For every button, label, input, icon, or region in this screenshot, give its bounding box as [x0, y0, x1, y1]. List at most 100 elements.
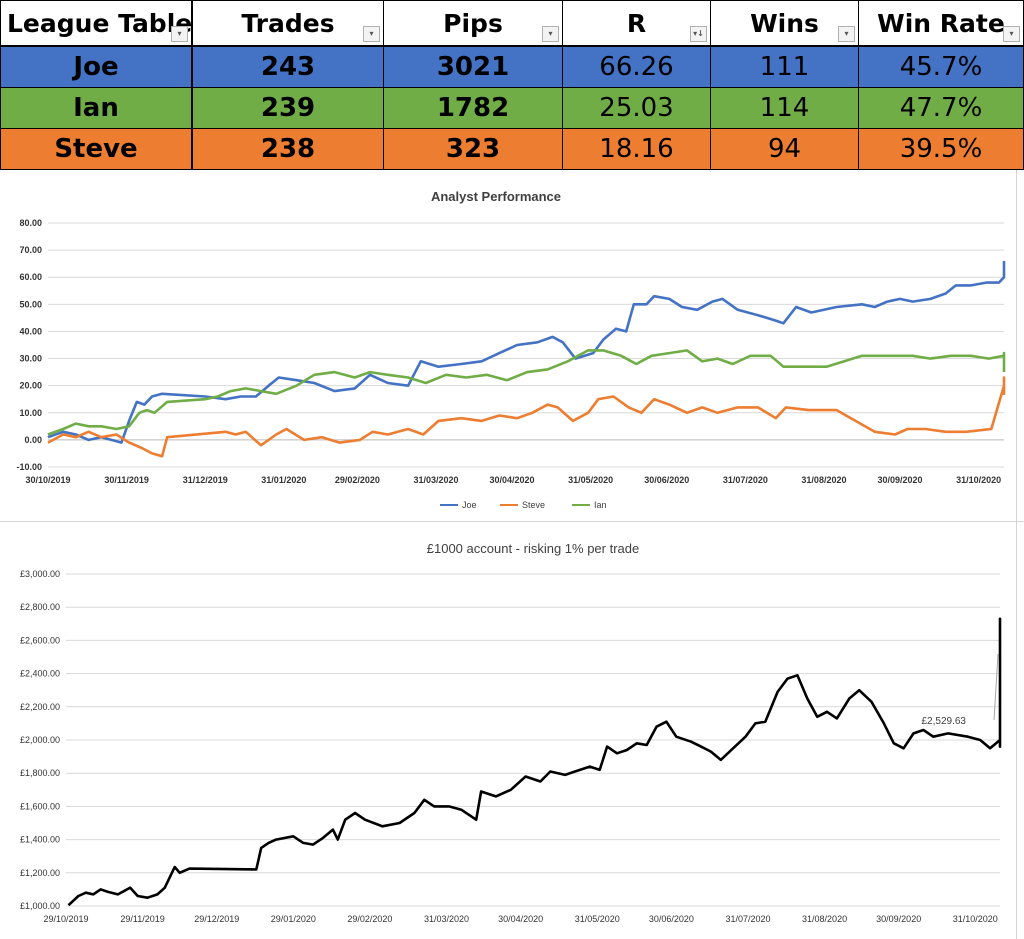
- y-tick-label: 10.00: [19, 408, 42, 418]
- x-tick-label: 31/05/2020: [575, 914, 620, 924]
- y-tick-label: £2,400.00: [20, 669, 60, 679]
- cell-name[interactable]: Steve: [0, 128, 193, 170]
- x-tick-label: 30/09/2020: [878, 475, 923, 485]
- y-tick-label: £1,200.00: [20, 868, 60, 878]
- y-tick-label: £1,800.00: [20, 768, 60, 778]
- cell-name[interactable]: Ian: [0, 87, 193, 129]
- filter-dropdown-icon[interactable]: ▾: [363, 26, 380, 42]
- cell-trades[interactable]: 238: [191, 128, 384, 170]
- x-tick-label: 31/01/2020: [261, 475, 306, 485]
- y-tick-label: £2,600.00: [20, 635, 60, 645]
- league-table-header: League Table ▾ Trades ▾ Pips ▾ R ▾↓ Wins ▾ Wi…: [0, 0, 1024, 47]
- x-tick-label: 29/01/2020: [271, 914, 316, 924]
- series-line-joe: [47, 261, 1006, 444]
- x-tick-label: 31/07/2020: [723, 475, 768, 485]
- table-row-joe: Joe 243 3021 66.26 111 45.7%: [0, 45, 1024, 88]
- cell-win-rate[interactable]: 47.7%: [858, 87, 1024, 129]
- cell-pips[interactable]: 1782: [383, 87, 563, 129]
- y-tick-label: £2,200.00: [20, 702, 60, 712]
- y-tick-label: £3,000.00: [20, 569, 60, 579]
- cell-r[interactable]: 18.16: [562, 128, 711, 170]
- cell-r[interactable]: 25.03: [562, 87, 711, 129]
- x-tick-label: 29/10/2019: [43, 914, 88, 924]
- x-tick-label: 31/03/2020: [413, 475, 458, 485]
- cell-wins[interactable]: 114: [710, 87, 859, 129]
- cell-trades[interactable]: 243: [191, 45, 384, 88]
- account-balance-chart[interactable]: £1000 account - risking 1% per trade £1,0…: [0, 528, 1016, 939]
- data-label: £2,529.63: [922, 716, 967, 727]
- x-tick-label: 30/06/2020: [649, 914, 694, 924]
- y-tick-label: 40.00: [19, 326, 42, 336]
- x-tick-label: 31/03/2020: [424, 914, 469, 924]
- y-tick-label: 70.00: [19, 245, 42, 255]
- analyst-performance-chart[interactable]: Analyst Performance -10.00 0.00 10.00 20.00 3…: [0, 173, 1016, 518]
- legend-label: Joe: [462, 500, 477, 510]
- x-tick-label: 31/12/2019: [183, 475, 228, 485]
- sort-filter-icon[interactable]: ▾↓: [690, 26, 707, 42]
- table-row-steve: Steve 238 323 18.16 94 39.5%: [0, 128, 1024, 170]
- cell-pips[interactable]: 323: [383, 128, 563, 170]
- x-tick-label: 31/10/2020: [953, 914, 998, 924]
- y-tick-label: 0.00: [24, 435, 42, 445]
- header-label: Wins: [750, 8, 819, 38]
- x-tick-label: 30/11/2019: [104, 475, 149, 485]
- x-tick-label: 31/10/2020: [956, 475, 1001, 485]
- header-trades[interactable]: Trades ▾: [191, 0, 384, 47]
- header-label: Pips: [443, 8, 503, 38]
- header-r[interactable]: R ▾↓: [562, 0, 711, 47]
- series-line-steve: [47, 376, 1006, 458]
- cell-r[interactable]: 66.26: [562, 45, 711, 88]
- x-tick-label: 29/02/2020: [335, 475, 380, 485]
- cell-win-rate[interactable]: 45.7%: [858, 45, 1024, 88]
- header-label: League Table: [7, 8, 192, 38]
- x-tick-label: 30/09/2020: [876, 914, 921, 924]
- x-tick-label: 30/06/2020: [644, 475, 689, 485]
- header-label: Win Rate: [877, 8, 1005, 38]
- cell-wins[interactable]: 94: [710, 128, 859, 170]
- sheet-divider: [1016, 170, 1017, 939]
- header-pips[interactable]: Pips ▾: [383, 0, 563, 47]
- x-tick-label: 30/10/2019: [25, 475, 70, 485]
- series-line-account: [67, 617, 1002, 907]
- x-tick-label: 31/08/2020: [802, 914, 847, 924]
- series-line-ian: [47, 349, 1006, 436]
- chart-title: Analyst Performance: [431, 189, 561, 204]
- chart-title: £1000 account - risking 1% per trade: [427, 541, 639, 556]
- cell-trades[interactable]: 239: [191, 87, 384, 129]
- cell-win-rate[interactable]: 39.5%: [858, 128, 1024, 170]
- header-league-table[interactable]: League Table ▾: [0, 0, 193, 47]
- legend-label: Ian: [594, 500, 607, 510]
- y-tick-label: £2,800.00: [20, 602, 60, 612]
- filter-dropdown-icon[interactable]: ▾: [542, 26, 559, 42]
- x-tick-label: 30/04/2020: [490, 475, 535, 485]
- sheet-divider: [0, 521, 1024, 522]
- data-label-leader: [993, 653, 999, 721]
- x-tick-label: 30/04/2020: [498, 914, 543, 924]
- x-tick-label: 31/08/2020: [801, 475, 846, 485]
- header-win-rate[interactable]: Win Rate ▾: [858, 0, 1024, 47]
- table-row-ian: Ian 239 1782 25.03 114 47.7%: [0, 87, 1024, 129]
- y-tick-label: £1,000.00: [20, 901, 60, 911]
- y-tick-label: 50.00: [19, 299, 42, 309]
- y-tick-label: 60.00: [19, 272, 42, 282]
- x-tick-label: 29/12/2019: [194, 914, 239, 924]
- header-wins[interactable]: Wins ▾: [710, 0, 859, 47]
- cell-name[interactable]: Joe: [0, 45, 193, 88]
- y-tick-label: -10.00: [16, 462, 42, 472]
- legend-label: Steve: [522, 500, 545, 510]
- y-tick-label: 80.00: [19, 218, 42, 228]
- filter-dropdown-icon[interactable]: ▾: [1003, 26, 1020, 42]
- league-table: League Table ▾ Trades ▾ Pips ▾ R ▾↓ Wins ▾ Wi…: [0, 0, 1024, 170]
- y-tick-label: 30.00: [19, 354, 42, 364]
- y-tick-label: £1,400.00: [20, 835, 60, 845]
- cell-pips[interactable]: 3021: [383, 45, 563, 88]
- filter-dropdown-icon[interactable]: ▾: [838, 26, 855, 42]
- y-tick-label: 20.00: [19, 381, 42, 391]
- header-label: Trades: [241, 8, 335, 38]
- x-tick-label: 31/07/2020: [725, 914, 770, 924]
- x-tick-label: 31/05/2020: [568, 475, 613, 485]
- header-label: R: [626, 8, 647, 38]
- x-tick-label: 29/11/2019: [120, 914, 164, 924]
- cell-wins[interactable]: 111: [710, 45, 859, 88]
- filter-dropdown-icon[interactable]: ▾: [171, 26, 188, 42]
